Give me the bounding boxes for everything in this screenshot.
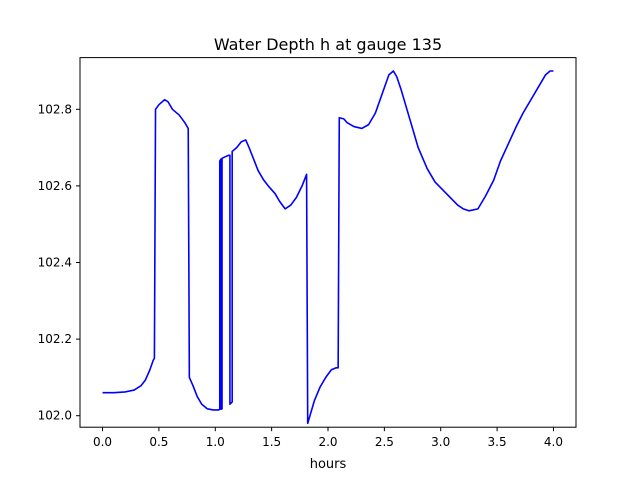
series-line [102, 70, 554, 425]
x-tick-label: 2.0 [318, 435, 337, 449]
y-axis-ticks: 102.0 102.2 102.4 102.6 102.8 [38, 102, 80, 423]
plot-area: 0.0 0.5 1.0 1.5 2.0 2.5 3.0 3.5 4.0 102.0102.210… [38, 57, 577, 449]
series-layer [102, 70, 554, 425]
x-axis-label: hours [310, 457, 347, 472]
x-axis-ticks: 0.0 0.5 1.0 1.5 2.0 2.5 3.0 3.5 4.0 [93, 427, 563, 449]
x-tick-label: 3.0 [431, 435, 450, 449]
y-tick-label: 102.4 [38, 256, 72, 270]
x-tick-label: 0.0 [93, 435, 112, 449]
chart-title: Water Depth h at gauge 135 [214, 35, 442, 54]
y-tick-label: 102.2 [38, 332, 72, 346]
x-tick-label: 0.5 [149, 435, 168, 449]
x-tick-label: 2.5 [375, 435, 394, 449]
y-tick-label: 102.6 [38, 179, 72, 193]
x-tick-label: 1.5 [262, 435, 281, 449]
y-tick-label: 102.0 [38, 409, 72, 423]
x-tick-label: 1.0 [206, 435, 225, 449]
x-tick-label: 3.5 [488, 435, 507, 449]
x-tick-label: 4.0 [544, 435, 563, 449]
y-tick-label: 102.8 [38, 102, 72, 116]
